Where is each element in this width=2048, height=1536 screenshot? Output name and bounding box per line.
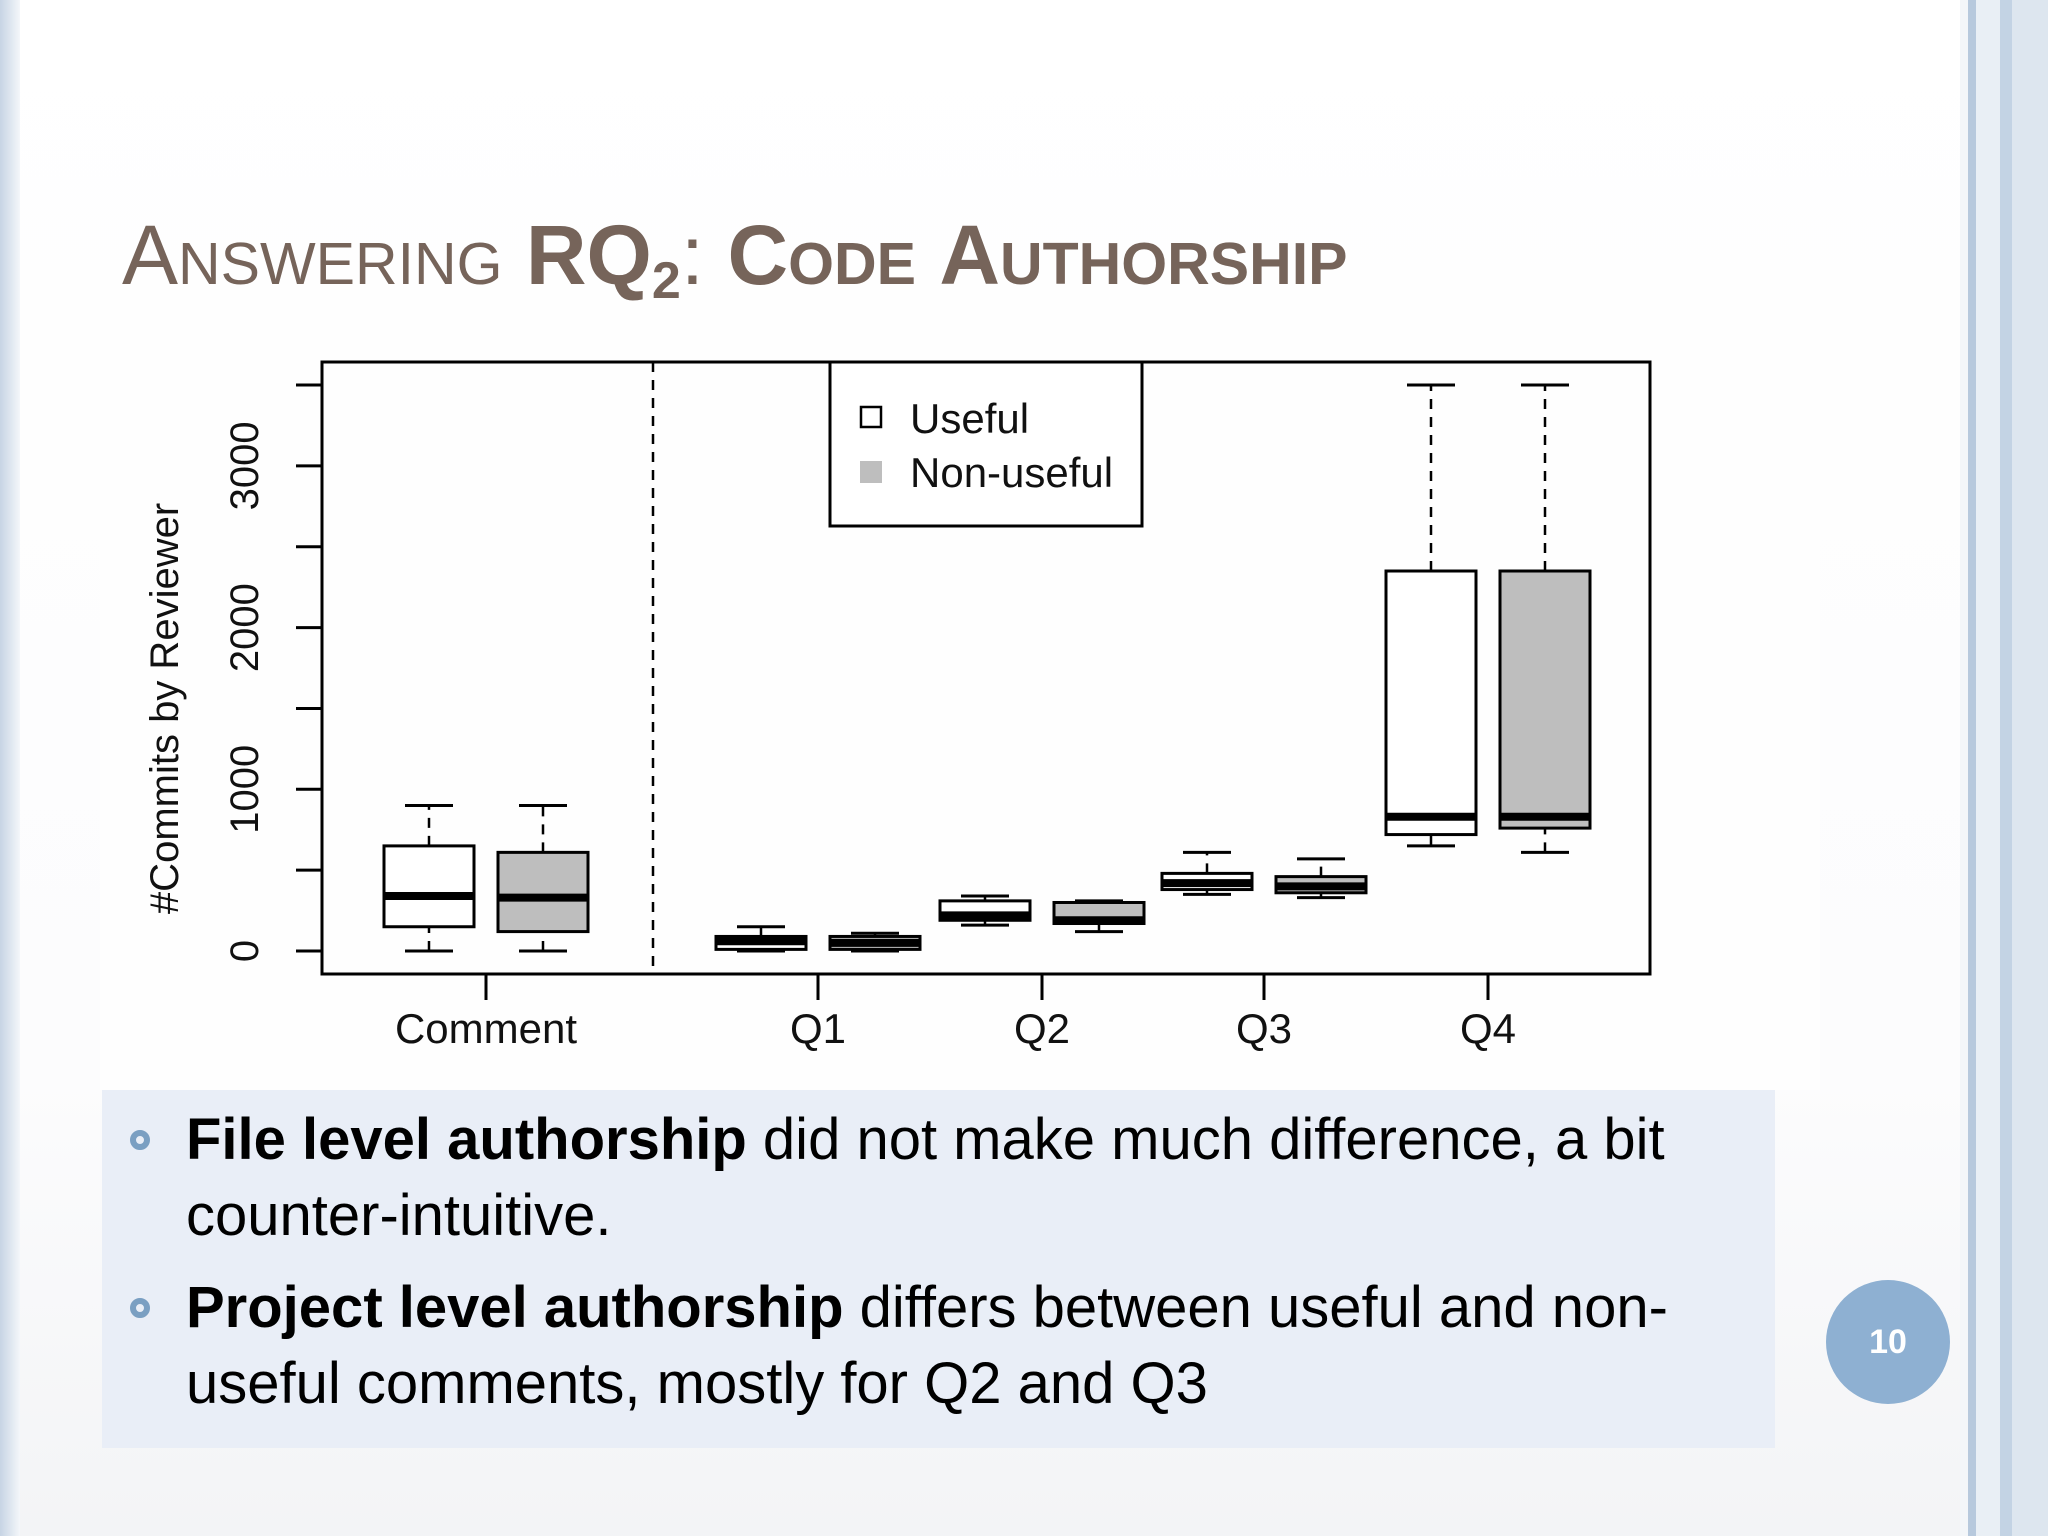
box-useful-q1 [714,925,808,953]
y-axis-label: #Commits by Reviewer [143,503,187,914]
bullet-item-project-level: Project level authorship differs between… [186,1270,1746,1422]
x-tick-label: Q2 [1014,1005,1070,1052]
bullet-circle-icon [130,1130,150,1150]
box-non-useful-q4 [1498,383,1592,854]
x-tick-label: Q1 [790,1005,846,1052]
title-code-rest: ode [788,208,917,302]
slide-title: Answering RQ2: Code Authorship [122,200,1822,336]
legend-label: Non-useful [910,449,1113,496]
x-tick-label: Q3 [1236,1005,1292,1052]
box-non-useful-q2 [1052,899,1146,934]
title-rq-text: RQ [525,208,652,302]
bullet-circle-icon [130,1298,150,1318]
box-non-useful-q3 [1274,857,1368,900]
legend-swatch-useful [859,405,883,429]
slide-right-border [1960,0,2048,1536]
box-iqr [382,844,476,929]
title-authorship-initial: A [939,208,1001,302]
bullet-text: differs between useful and non-useful co… [186,1275,1668,1416]
box-useful-q3 [1160,850,1254,896]
bullet-bold-text: Project level authorship [186,1275,844,1340]
bullet-bold-text: File level authorship [186,1107,747,1172]
x-tick-label: Q4 [1460,1005,1516,1052]
title-colon: : [680,208,705,302]
bullet-item-file-level: File level authorship did not make much … [186,1102,1746,1254]
slide-left-border [0,0,20,1536]
box-non-useful-comment [496,803,590,953]
box-non-useful-q1 [828,931,922,953]
title-code-initial: C [727,208,789,302]
chart-axes-layer: 0 1000 2000 3000 #Commits by Reviewer Comment… [143,360,1652,1052]
box-useful-comment [382,803,476,953]
title-authorship-rest: uthorship [1000,208,1348,302]
boxplot-chart: 0 1000 2000 3000 #Commits by Reviewer Comment… [143,360,1652,1052]
legend-box [828,360,1144,528]
y-tick-label: 1000 [223,745,267,834]
title-word-answering: Answering [122,208,503,302]
title-word-authorship: Authorship [939,208,1347,302]
chart-legend-layer: Useful Non-useful [828,360,1144,528]
y-tick-label: 2000 [223,583,267,672]
title-rq: RQ2 [525,208,681,310]
bullet-text: did not make much difference, a bit coun… [186,1107,1665,1248]
box-iqr [1498,569,1592,830]
title-answering-rest: nswering [178,208,503,302]
chart-image: 0 1000 2000 3000 #Commits by Reviewer Comment… [100,320,1820,1090]
box-useful-q2 [938,894,1032,927]
box-iqr [496,850,590,934]
x-tick-label: Comment [395,1005,577,1052]
title-rq-subscript: 2 [651,252,681,310]
chart-boxes-layer [382,383,1592,953]
box-useful-q4 [1384,383,1478,848]
title-word-code: Code [727,208,916,302]
bullet-panel: File level authorship did not make much … [102,1090,1775,1448]
legend-swatch-non-useful [860,461,882,483]
title-answering-initial: A [122,208,179,302]
legend-label: Useful [910,395,1029,442]
y-tick-label: 0 [223,940,267,962]
box-iqr [1384,569,1478,837]
y-tick-label: 3000 [223,421,267,510]
page-number-badge: 10 [1826,1280,1950,1404]
